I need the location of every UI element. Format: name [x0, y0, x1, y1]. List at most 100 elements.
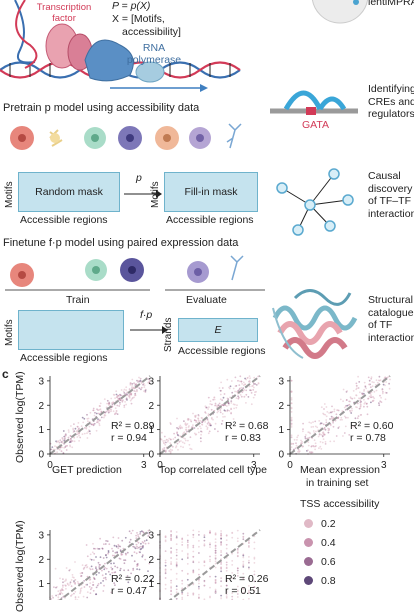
scatter-point — [120, 558, 122, 560]
scatter-point — [190, 436, 192, 438]
x-tick-label: 3 — [141, 460, 147, 471]
y-tick-label: 2 — [38, 401, 44, 412]
scatter-point — [92, 543, 94, 545]
scatter-point — [389, 388, 391, 390]
scatter-point — [345, 406, 347, 408]
scatter-point — [192, 547, 194, 549]
scatter-point — [228, 410, 230, 412]
scatter-point — [164, 436, 166, 438]
scatter-point — [343, 389, 345, 391]
scatter-point — [110, 567, 112, 569]
y-tick-label: 2 — [148, 401, 154, 412]
scatter-point — [187, 573, 189, 575]
scatter-point — [329, 441, 331, 443]
scatter-point — [291, 407, 293, 409]
scatter-point — [176, 566, 178, 568]
scatter-point — [192, 592, 194, 594]
scatter-point — [324, 427, 326, 429]
scatter-point — [92, 423, 94, 425]
scatter-point — [167, 441, 169, 443]
scatter-point — [65, 588, 67, 590]
scatter-point — [322, 435, 324, 437]
scatter-point — [379, 376, 381, 378]
scatter-point — [201, 421, 203, 423]
scatter-point — [291, 411, 293, 413]
scatter-point — [373, 400, 375, 402]
scatter-point — [125, 389, 127, 391]
scatter-point — [89, 586, 91, 588]
scatter-point — [240, 394, 242, 396]
scatter-point — [358, 387, 360, 389]
scatter-point — [220, 595, 222, 597]
scatter-point — [75, 428, 77, 430]
scatter-point — [176, 578, 178, 580]
scatter-point — [314, 449, 316, 451]
scatter-point — [333, 440, 335, 442]
scatter-point — [190, 419, 192, 421]
scatter-point — [76, 436, 78, 438]
scatter-point — [346, 390, 348, 392]
scatter-point — [313, 430, 315, 432]
scatter-point — [87, 437, 89, 439]
scatter-point — [117, 395, 119, 397]
scatter-point — [220, 533, 222, 535]
scatter-point — [101, 417, 103, 419]
scatter-point — [133, 382, 135, 384]
scatter-point — [176, 589, 178, 591]
scatter-point — [115, 412, 117, 414]
scatter-point — [119, 402, 121, 404]
scatter-point — [198, 552, 200, 554]
scatter-point — [103, 585, 105, 587]
y-tick-label: 2 — [148, 555, 154, 566]
scatter-point — [337, 427, 339, 429]
scatter-point — [89, 578, 91, 580]
scatter-point — [99, 420, 101, 422]
scatter-point — [88, 429, 90, 431]
scatter-point — [62, 586, 64, 588]
scatter-point — [125, 537, 127, 539]
scatter-point — [226, 379, 228, 381]
scatter-point — [116, 546, 118, 548]
y-tick-label: 3 — [148, 530, 154, 541]
scatter-point — [216, 412, 218, 414]
scatter-point — [333, 411, 335, 413]
scatter-point — [75, 596, 77, 598]
scatter-point — [205, 425, 207, 427]
scatter-point — [104, 567, 106, 569]
scatter-point — [85, 584, 87, 586]
scatter-point — [220, 530, 222, 532]
scatter-point — [62, 438, 64, 440]
scatter-point — [116, 552, 118, 554]
scatter-point — [222, 416, 224, 418]
scatter-point — [220, 394, 222, 396]
scatter-point — [369, 396, 371, 398]
scatter-point — [346, 399, 348, 401]
y-tick-label: 2 — [38, 555, 44, 566]
scatter-point — [201, 423, 203, 425]
scatter-point — [105, 543, 107, 545]
scatter-point — [360, 403, 362, 405]
scatter-point — [253, 383, 255, 385]
scatter-point — [106, 568, 108, 570]
legend-item: 0.2 — [304, 514, 336, 533]
scatter-point — [360, 414, 362, 416]
scatter-point — [378, 380, 380, 382]
scatter-point — [222, 413, 224, 415]
scatter-point — [326, 422, 328, 424]
scatter-point — [379, 400, 381, 402]
scatter-point — [307, 449, 309, 451]
scatter-point — [144, 559, 146, 561]
scatter-point — [65, 435, 67, 437]
scatter-point — [208, 415, 210, 417]
scatter-point — [164, 440, 166, 442]
scatter-point — [95, 593, 97, 595]
scatter-point — [132, 530, 134, 532]
scatter-point — [59, 578, 61, 580]
scatter-point — [239, 375, 241, 377]
scatter-point — [105, 540, 107, 542]
scatter-point — [163, 447, 165, 449]
scatter-point — [74, 579, 76, 581]
scatter-point — [74, 583, 76, 585]
scatter-point — [79, 437, 81, 439]
scatter-point — [309, 432, 311, 434]
